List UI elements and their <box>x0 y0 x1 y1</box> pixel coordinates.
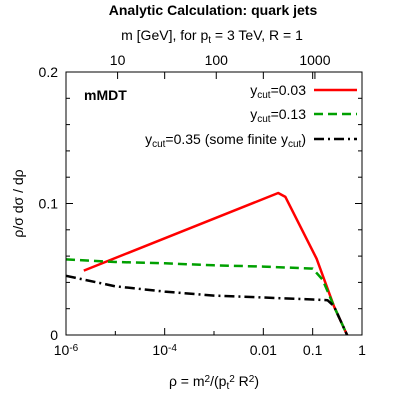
x-tick-label: 0.01 <box>250 342 277 358</box>
top-tick-label: 1000 <box>299 52 330 68</box>
y-axis-label: ρ/σ dσ / dρ <box>10 169 26 237</box>
series-line-3 <box>65 274 349 336</box>
chart-texts: 10-6 10-4 0.01 0.1 1 10 100 1000 0 0.1 0.2 ycut=0.0… <box>10 2 366 392</box>
y-tick-label: 0.1 <box>39 196 59 212</box>
legend-label-2: ycut=0.13 <box>250 106 306 125</box>
top-axis-label: m [GeV], for pt = 3 TeV, R = 1 <box>121 27 303 46</box>
top-tick-label: 10 <box>110 52 126 68</box>
legend-label-1: ycut=0.03 <box>250 82 306 101</box>
annotation-mmdt: mMDT <box>84 87 127 103</box>
x-tick-label: 0.1 <box>303 342 323 358</box>
x-axis-label: ρ = m2/(pt2 R2) <box>169 373 259 392</box>
x-tick-label: 1 <box>358 342 366 358</box>
x-tick-label: 10-4 <box>152 342 177 358</box>
legend-label-3: ycut=0.35 (some finite ycut) <box>145 131 306 150</box>
axes <box>65 71 363 336</box>
x-tick-label: 10-6 <box>54 342 79 358</box>
chart-title: Analytic Calculation: quark jets <box>109 2 318 18</box>
series-line-2 <box>65 258 349 336</box>
y-tick-label: 0 <box>50 327 58 343</box>
series-line-1 <box>83 191 349 336</box>
y-tick-label: 0.2 <box>39 64 59 80</box>
plot-area <box>65 88 357 336</box>
top-tick-label: 100 <box>205 52 229 68</box>
